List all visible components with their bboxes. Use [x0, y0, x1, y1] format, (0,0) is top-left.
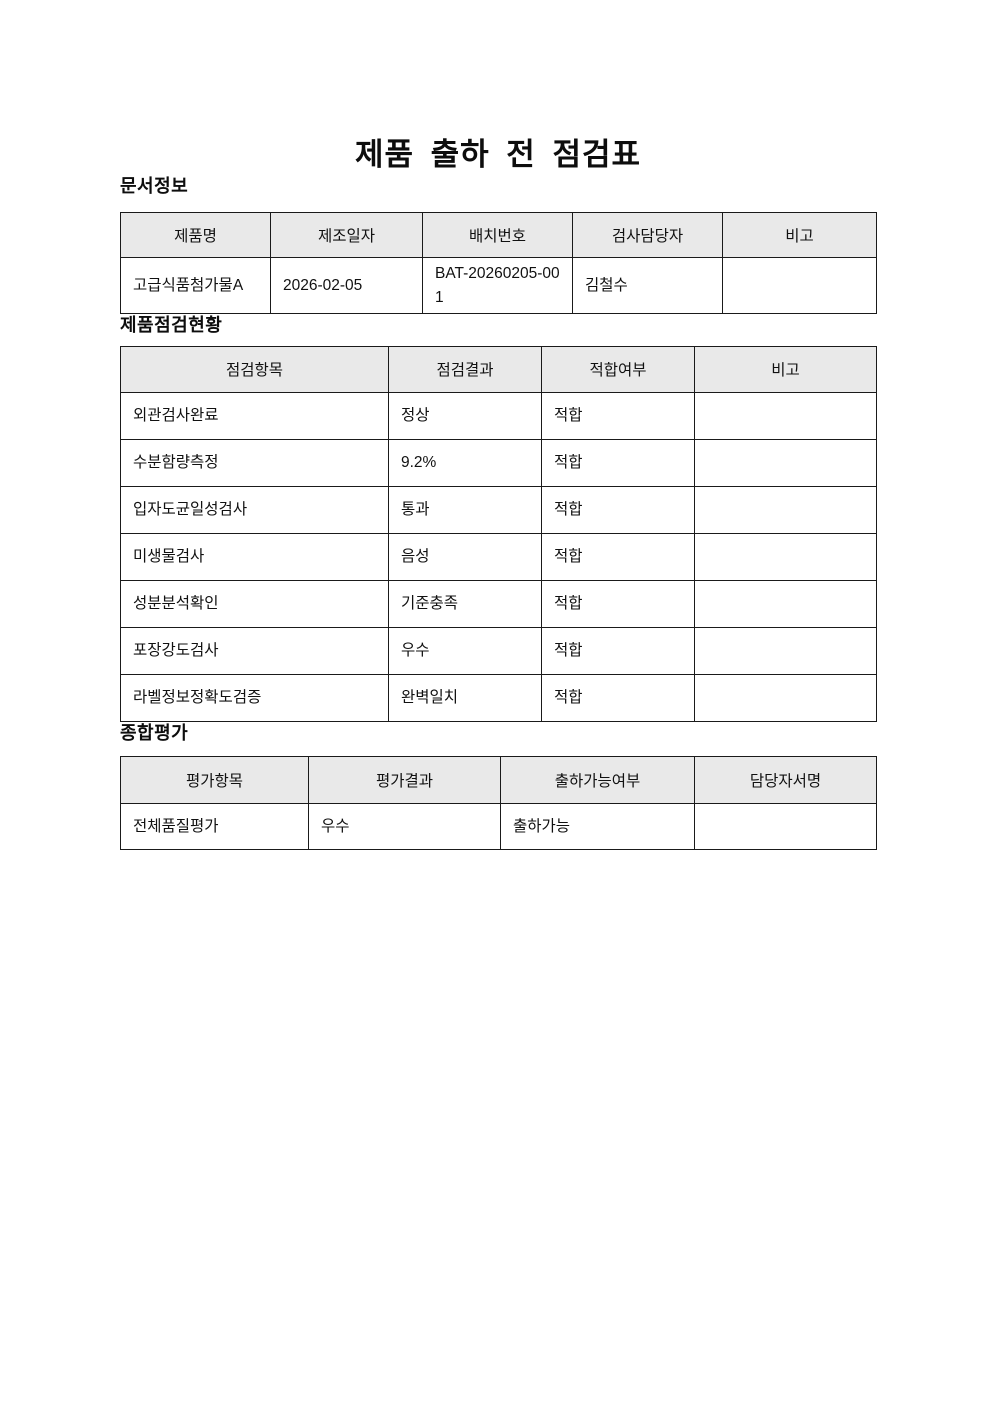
- cell-eval-result: 우수: [308, 803, 501, 851]
- cell-product-name: 고급식품첨가물A: [120, 257, 271, 315]
- inspection-row-6: 포장강도검사 우수 적합: [120, 626, 877, 675]
- cell-check-item: 포장강도검사: [120, 626, 389, 675]
- col-header-check-item: 점검항목: [120, 345, 389, 393]
- cell-note: [694, 532, 877, 581]
- inspection-status-table: 점검항목 점검결과 적합여부 비고 외관검사완료 정상 적합 수분함량측정 9.…: [120, 345, 877, 722]
- inspection-header-row: 점검항목 점검결과 적합여부 비고: [120, 345, 877, 393]
- cell-signature: [694, 803, 877, 851]
- col-header-note: 비고: [694, 345, 877, 393]
- col-header-pass-status: 적합여부: [541, 345, 695, 393]
- section-heading-overall-evaluation: 종합평가: [120, 722, 189, 743]
- cell-pass-status: 적합: [541, 673, 695, 722]
- cell-check-item: 성분분석확인: [120, 579, 389, 628]
- cell-check-result: 우수: [388, 626, 542, 675]
- col-header-eval-result: 평가결과: [308, 756, 501, 805]
- cell-note: [694, 673, 877, 722]
- inspection-row-2: 수분함량측정 9.2% 적합: [120, 438, 877, 487]
- col-header-signature: 담당자서명: [694, 756, 877, 805]
- document-content: 제품 출하 전 점검표 문서정보 제품명 제조일자 배치번호 검사담당자 비고 …: [120, 137, 877, 851]
- evaluation-header-row: 평가항목 평가결과 출하가능여부 담당자서명: [120, 756, 877, 805]
- cell-note: [722, 257, 877, 315]
- cell-check-result: 기준충족: [388, 579, 542, 628]
- cell-note: [694, 391, 877, 440]
- cell-batch-number: BAT-20260205-001: [422, 257, 573, 315]
- cell-eval-item: 전체품질평가: [120, 803, 309, 851]
- inspection-row-5: 성분분석확인 기준충족 적합: [120, 579, 877, 628]
- cell-pass-status: 적합: [541, 532, 695, 581]
- cell-check-result: 완벽일치: [388, 673, 542, 722]
- inspection-row-7: 라벨정보정확도검증 완벽일치 적합: [120, 673, 877, 722]
- cell-note: [694, 485, 877, 534]
- cell-check-result: 음성: [388, 532, 542, 581]
- col-header-batch-number: 배치번호: [422, 212, 573, 259]
- inspection-row-3: 입자도균일성검사 통과 적합: [120, 485, 877, 534]
- cell-pass-status: 적합: [541, 438, 695, 487]
- inspection-row-1: 외관검사완료 정상 적합: [120, 391, 877, 440]
- cell-pass-status: 적합: [541, 579, 695, 628]
- doc-info-table: 제품명 제조일자 배치번호 검사담당자 비고 고급식품첨가물A 2026-02-…: [120, 212, 877, 315]
- page-title: 제품 출하 전 점검표: [355, 137, 641, 172]
- doc-info-row: 고급식품첨가물A 2026-02-05 BAT-20260205-001 김철수: [120, 257, 877, 315]
- col-header-check-result: 점검결과: [388, 345, 542, 393]
- evaluation-row: 전체품질평가 우수 출하가능: [120, 803, 877, 851]
- col-header-product-name: 제품명: [120, 212, 271, 259]
- doc-info-header-row: 제품명 제조일자 배치번호 검사담당자 비고: [120, 212, 877, 259]
- cell-manufacture-date: 2026-02-05: [270, 257, 423, 315]
- cell-check-result: 9.2%: [388, 438, 542, 487]
- section-heading-doc-info: 문서정보: [120, 175, 189, 196]
- cell-note: [694, 438, 877, 487]
- cell-check-item: 라벨정보정확도검증: [120, 673, 389, 722]
- cell-inspector: 김철수: [572, 257, 723, 315]
- col-header-inspector: 검사담당자: [572, 212, 723, 259]
- cell-note: [694, 626, 877, 675]
- cell-ship-approval: 출하가능: [500, 803, 695, 851]
- col-header-eval-item: 평가항목: [120, 756, 309, 805]
- cell-pass-status: 적합: [541, 485, 695, 534]
- col-header-ship-approval: 출하가능여부: [500, 756, 695, 805]
- section-heading-inspection-status: 제품점검현황: [120, 315, 223, 336]
- cell-check-result: 정상: [388, 391, 542, 440]
- cell-check-item: 외관검사완료: [120, 391, 389, 440]
- col-header-manufacture-date: 제조일자: [270, 212, 423, 259]
- cell-note: [694, 579, 877, 628]
- cell-pass-status: 적합: [541, 391, 695, 440]
- cell-check-item: 수분함량측정: [120, 438, 389, 487]
- cell-check-item: 입자도균일성검사: [120, 485, 389, 534]
- inspection-row-4: 미생물검사 음성 적합: [120, 532, 877, 581]
- cell-check-item: 미생물검사: [120, 532, 389, 581]
- cell-pass-status: 적합: [541, 626, 695, 675]
- overall-evaluation-table: 평가항목 평가결과 출하가능여부 담당자서명 전체품질평가 우수 출하가능: [120, 756, 877, 851]
- col-header-note: 비고: [722, 212, 877, 259]
- cell-check-result: 통과: [388, 485, 542, 534]
